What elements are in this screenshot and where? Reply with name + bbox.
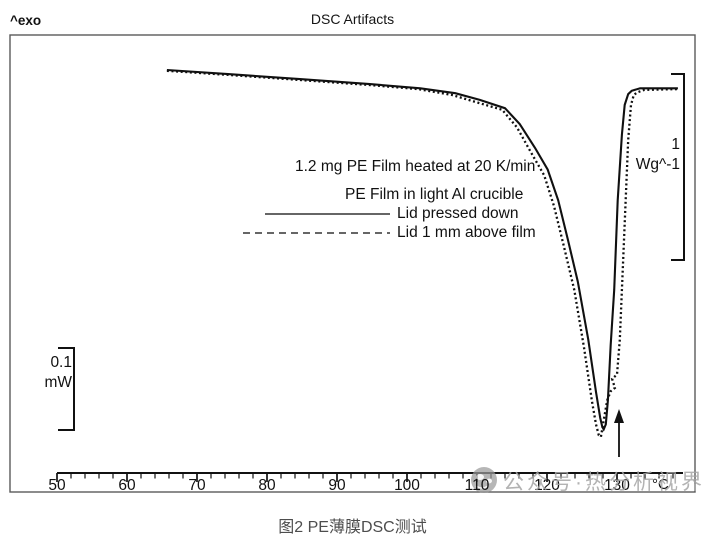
annotation-heating: 1.2 mg PE Film heated at 20 K/min bbox=[295, 158, 536, 175]
left-scale-bracket bbox=[58, 347, 75, 431]
artifact-arrow bbox=[614, 409, 624, 457]
x-tick-label: 110 bbox=[464, 477, 490, 494]
wechat-logo-watermark-icon bbox=[471, 467, 497, 493]
x-tick-label: 130 bbox=[604, 477, 630, 494]
x-tick-label: 50 bbox=[48, 477, 66, 494]
right-scale-value: 1 bbox=[671, 136, 680, 153]
left-scale-bar-label: 0.1 mW bbox=[44, 353, 72, 393]
figure-caption: 图2 PE薄膜DSC测试 bbox=[278, 519, 427, 536]
x-tick-label: 120 bbox=[534, 477, 560, 494]
exo-axis-label: ^exo bbox=[10, 13, 42, 28]
right-scale-bar-label: 1 Wg^-1 bbox=[636, 135, 680, 175]
plot-frame bbox=[9, 34, 696, 493]
curve-lid-above bbox=[166, 69, 678, 440]
x-tick-label: 100 bbox=[394, 477, 420, 494]
legend-label-lid-above: Lid 1 mm above film bbox=[397, 224, 536, 241]
right-scale-unit: Wg^-1 bbox=[635, 156, 680, 173]
x-tick-label: 70 bbox=[188, 477, 206, 494]
left-scale-value: 0.1 bbox=[50, 354, 72, 371]
left-scale-unit: mW bbox=[44, 374, 72, 391]
x-axis-ticks bbox=[56, 473, 674, 482]
chart-title: DSC Artifacts bbox=[310, 11, 395, 27]
x-tick-label: 60 bbox=[118, 477, 136, 494]
x-axis-unit: °C bbox=[652, 476, 669, 493]
x-tick-label: 90 bbox=[328, 477, 346, 494]
curve-lid-pressed bbox=[166, 68, 678, 432]
right-scale-bracket bbox=[671, 73, 685, 261]
x-tick-label: 80 bbox=[258, 477, 276, 494]
legend-label-lid-pressed: Lid pressed down bbox=[397, 205, 519, 222]
annotation-crucible: PE Film in light Al crucible bbox=[345, 186, 524, 203]
watermark-text: 公众号·热分析视界 bbox=[503, 471, 705, 494]
